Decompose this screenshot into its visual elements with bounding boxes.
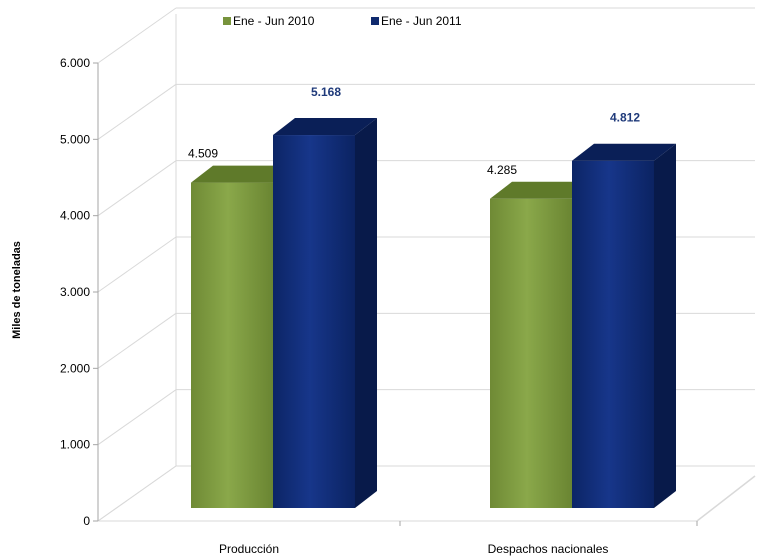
category-label: Producción [219, 542, 279, 556]
bars [191, 118, 676, 508]
y-tick-label: 1.000 [60, 438, 90, 452]
gridline-diagonal [97, 7, 177, 64]
y-axis: 0 1.000 2.000 3.000 4.000 5.000 6.000 [60, 56, 698, 528]
value-label: 4.285 [487, 163, 517, 177]
gridline-diagonal [97, 160, 177, 217]
gridline-diagonal [97, 389, 177, 446]
legend-swatch-2010 [223, 17, 231, 25]
legend-swatch-2011 [371, 17, 379, 25]
y-tick-label: 4.000 [60, 209, 90, 223]
legend-label-2010: Ene - Jun 2010 [233, 14, 315, 28]
gridline-diagonal [97, 83, 177, 140]
legend: Ene - Jun 2010 Ene - Jun 2011 [223, 14, 462, 28]
category-labels: Producción Despachos nacionales [219, 542, 608, 556]
value-label: 4.509 [188, 147, 218, 161]
y-tick-label: 2.000 [60, 361, 90, 375]
category-label: Despachos nacionales [488, 542, 609, 556]
y-tick-label: 0 [83, 514, 90, 528]
bar-produccion-2011 [273, 118, 377, 508]
y-tick-label: 5.000 [60, 132, 90, 146]
y-axis-label: Miles de toneladas [11, 241, 23, 339]
gridline-diagonal [97, 312, 177, 369]
gridline-diagonal [97, 465, 177, 522]
gridline-diagonal [97, 236, 177, 293]
value-labels: 4.509 5.168 4.285 4.812 [188, 85, 640, 177]
value-label: 4.812 [610, 111, 640, 125]
y-tick-label: 6.000 [60, 56, 90, 70]
value-label: 5.168 [311, 85, 341, 99]
bar-despachos-2011 [572, 143, 676, 508]
y-tick-label: 3.000 [60, 285, 90, 299]
legend-label-2011: Ene - Jun 2011 [381, 14, 462, 28]
